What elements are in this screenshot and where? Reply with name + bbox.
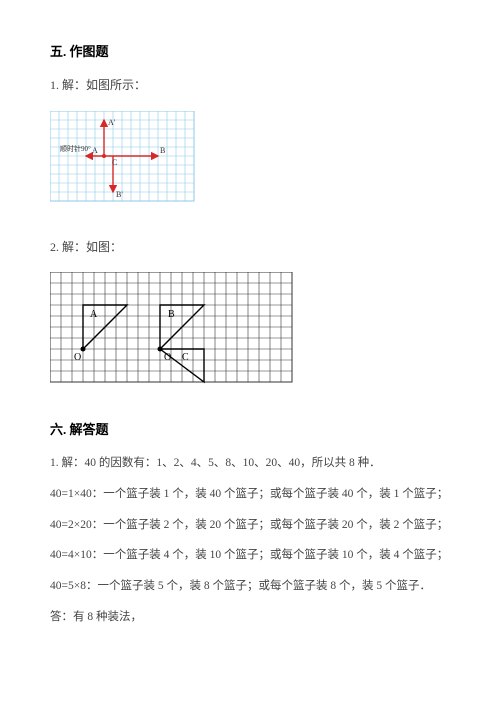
q1-text: 1. 解：如图所示：	[50, 75, 450, 97]
svg-text:B: B	[168, 309, 175, 320]
section5-title: 五. 作图题	[50, 40, 450, 63]
svg-text:B': B'	[116, 190, 123, 199]
figure-2: ABCOO	[50, 272, 450, 400]
svg-text:O: O	[164, 352, 171, 363]
svg-text:B: B	[160, 146, 165, 155]
svg-text:顺时针90°: 顺时针90°	[60, 144, 91, 153]
svg-text:C: C	[182, 352, 189, 363]
svg-text:A': A'	[108, 118, 116, 127]
sec6-lines: 40=1×40：一个篮子装 1 个，装 40 个篮子；或每个篮子装 40 个，装…	[50, 484, 450, 597]
svg-text:O: O	[74, 352, 81, 363]
sec6-intro: 1. 解：40 的因数有：1、2、4、5、8、10、20、40，所以共 8 种．	[50, 453, 450, 474]
figure-1: 顺时针90° A' A C B B'	[50, 111, 450, 219]
sec6-final: 答：有 8 种装法，	[50, 607, 450, 628]
svg-text:A: A	[90, 309, 98, 320]
sec6-line: 40=1×40：一个篮子装 1 个，装 40 个篮子；或每个篮子装 40 个，装…	[50, 484, 450, 505]
section6-title: 六. 解答题	[50, 418, 450, 441]
svg-text:A: A	[92, 146, 98, 155]
svg-text:C: C	[112, 158, 117, 167]
sec6-line: 40=5×8：一个篮子装 5 个，装 8 个篮子；或每个篮子装 8 个，装 5 …	[50, 576, 450, 597]
q2-text: 2. 解：如图：	[50, 237, 450, 259]
sec6-line: 40=4×10：一个篮子装 4 个，装 10 个篮子；或每个篮子装 10 个，装…	[50, 545, 450, 566]
sec6-line: 40=2×20：一个篮子装 2 个，装 20 个篮子；或每个篮子装 20 个，装…	[50, 515, 450, 536]
